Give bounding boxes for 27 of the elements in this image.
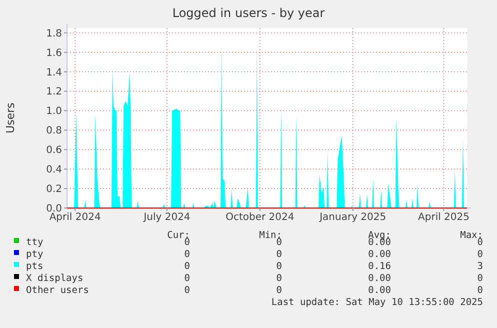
legend-label: X displays (26, 273, 84, 284)
y-tick-label: 1.8 (46, 28, 62, 40)
x-tick-label: October 2024 (226, 212, 294, 223)
x-tick-label: July 2024 (142, 212, 190, 223)
text: 0 0 0.00 0 (184, 285, 483, 296)
text: 0 0 0.00 0 (184, 249, 483, 260)
x-tick-label: April 2024 (49, 212, 101, 223)
text: 0 0 0.00 0 (184, 237, 483, 248)
y-tick-label: 1.2 (46, 86, 62, 98)
x-tick-label: April 2025 (418, 212, 470, 223)
y-tick-label: 0.2 (46, 184, 62, 196)
y-tick-label: 0.4 (46, 164, 62, 176)
y-tick-label: 0.6 (46, 145, 62, 156)
y-tick-label: 1.6 (46, 48, 62, 59)
y-axis-title: Users (4, 102, 17, 134)
y-tick-label: 1.0 (46, 106, 62, 118)
y-tick-label: 1.4 (46, 67, 62, 78)
legend-label: tty (26, 237, 44, 248)
text: 0 0 0.00 0 (184, 273, 483, 284)
legend-label: pty (26, 249, 44, 260)
y-tick-label: 0.8 (46, 126, 62, 137)
chart-title: Logged in users - by year (172, 6, 325, 20)
text: Last update: Sat May 10 13:55:00 2025 (271, 297, 483, 308)
x-tick-label: January 2025 (318, 212, 386, 223)
legend-label: Other users (26, 285, 89, 296)
legend-label: pts (26, 261, 44, 272)
text: 0 0 0.16 3 (184, 261, 483, 272)
